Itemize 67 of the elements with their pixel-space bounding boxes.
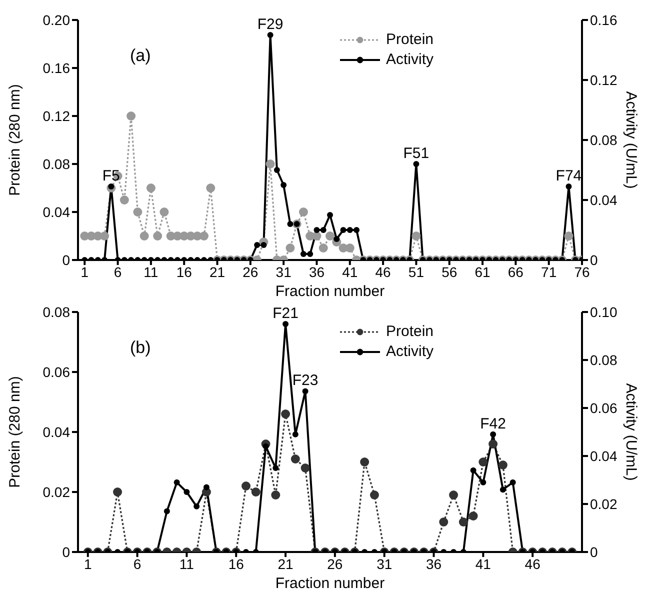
x-tick-label: 76 bbox=[574, 264, 590, 280]
annotation: F5 bbox=[102, 168, 120, 184]
y2-tick-label: 0.16 bbox=[590, 12, 618, 28]
x-tick-label: 36 bbox=[426, 556, 442, 572]
text: (b) bbox=[130, 338, 151, 358]
x-tick-label: 21 bbox=[209, 264, 226, 280]
x-tick-label: 36 bbox=[308, 264, 325, 280]
y-tick-label: 0.16 bbox=[42, 60, 70, 76]
annotation: F42 bbox=[480, 415, 506, 432]
annotation: F51 bbox=[403, 145, 430, 162]
x-tick-label: 41 bbox=[475, 556, 492, 572]
y2-tick-label: 0.04 bbox=[590, 448, 618, 464]
y-tick-label: 0.04 bbox=[42, 424, 70, 440]
y-tick-label: 0.12 bbox=[42, 108, 70, 124]
y2-tick-label: 0.02 bbox=[590, 496, 618, 512]
y-tick-label: 0.20 bbox=[42, 12, 70, 28]
x-tick-label: 31 bbox=[276, 264, 292, 280]
y2-tick-label: 0 bbox=[590, 252, 598, 268]
y2-axis-title: Activity (U/mL) bbox=[622, 383, 640, 481]
x-tick-label: 56 bbox=[442, 264, 458, 280]
y-axis-title: Protein (280 nm) bbox=[6, 84, 24, 196]
x-tick-label: 1 bbox=[80, 264, 89, 280]
y2-tick-label: 0.12 bbox=[590, 72, 618, 88]
x-tick-label: 11 bbox=[179, 556, 194, 572]
annotation: F29 bbox=[257, 16, 284, 33]
annotation: F21 bbox=[272, 305, 298, 322]
legend-label: Protein bbox=[386, 322, 434, 342]
y-tick-label: 0 bbox=[62, 252, 70, 268]
legend-label: Activity bbox=[386, 342, 434, 362]
x-tick-label: 46 bbox=[524, 556, 541, 572]
y-tick-label: 0.08 bbox=[42, 156, 70, 172]
x-axis-title: Fraction number bbox=[275, 575, 385, 592]
x-tick-label: 11 bbox=[144, 264, 158, 280]
annotation: F23 bbox=[292, 372, 318, 390]
x-tick-label: 31 bbox=[376, 556, 392, 572]
x-axis-title: Fraction number bbox=[275, 283, 385, 300]
x-tick-label: 16 bbox=[176, 264, 192, 280]
x-tick-label: 71 bbox=[541, 264, 557, 280]
x-tick-label: 16 bbox=[228, 556, 244, 572]
y-tick-label: 0.08 bbox=[42, 304, 70, 320]
y2-tick-label: 0.08 bbox=[590, 352, 618, 368]
x-tick-label: 46 bbox=[375, 264, 392, 280]
x-tick-label: 6 bbox=[133, 556, 142, 572]
y2-tick-label: 0.04 bbox=[590, 192, 618, 208]
y-tick-label: 0.02 bbox=[42, 484, 70, 500]
y2-tick-label: 0.10 bbox=[590, 304, 618, 320]
x-tick-label: 41 bbox=[342, 264, 358, 280]
x-tick-label: 1 bbox=[84, 556, 92, 572]
legend-label: Activity bbox=[386, 50, 434, 70]
x-tick-label: 61 bbox=[474, 264, 491, 280]
legend-label: Protein bbox=[386, 30, 434, 50]
y2-tick-label: 0.08 bbox=[590, 132, 618, 148]
y-tick-label: 0.06 bbox=[42, 364, 70, 380]
y-tick-label: 0 bbox=[62, 544, 70, 560]
x-tick-label: 26 bbox=[242, 264, 258, 280]
x-tick-label: 6 bbox=[114, 264, 122, 280]
y2-axis-title: Activity (U/mL) bbox=[622, 91, 640, 189]
x-tick-label: 21 bbox=[278, 556, 294, 572]
y2-tick-label: 0.06 bbox=[590, 400, 618, 416]
annotation: F74 bbox=[556, 168, 582, 184]
y2-tick-label: 0 bbox=[590, 544, 598, 560]
x-tick-label: 26 bbox=[327, 556, 343, 572]
x-tick-label: 51 bbox=[408, 264, 424, 280]
text: (a) bbox=[130, 46, 151, 66]
x-tick-label: 66 bbox=[508, 264, 524, 280]
y-axis-title: Protein (280 nm) bbox=[6, 376, 24, 488]
y-tick-label: 0.04 bbox=[42, 204, 70, 220]
